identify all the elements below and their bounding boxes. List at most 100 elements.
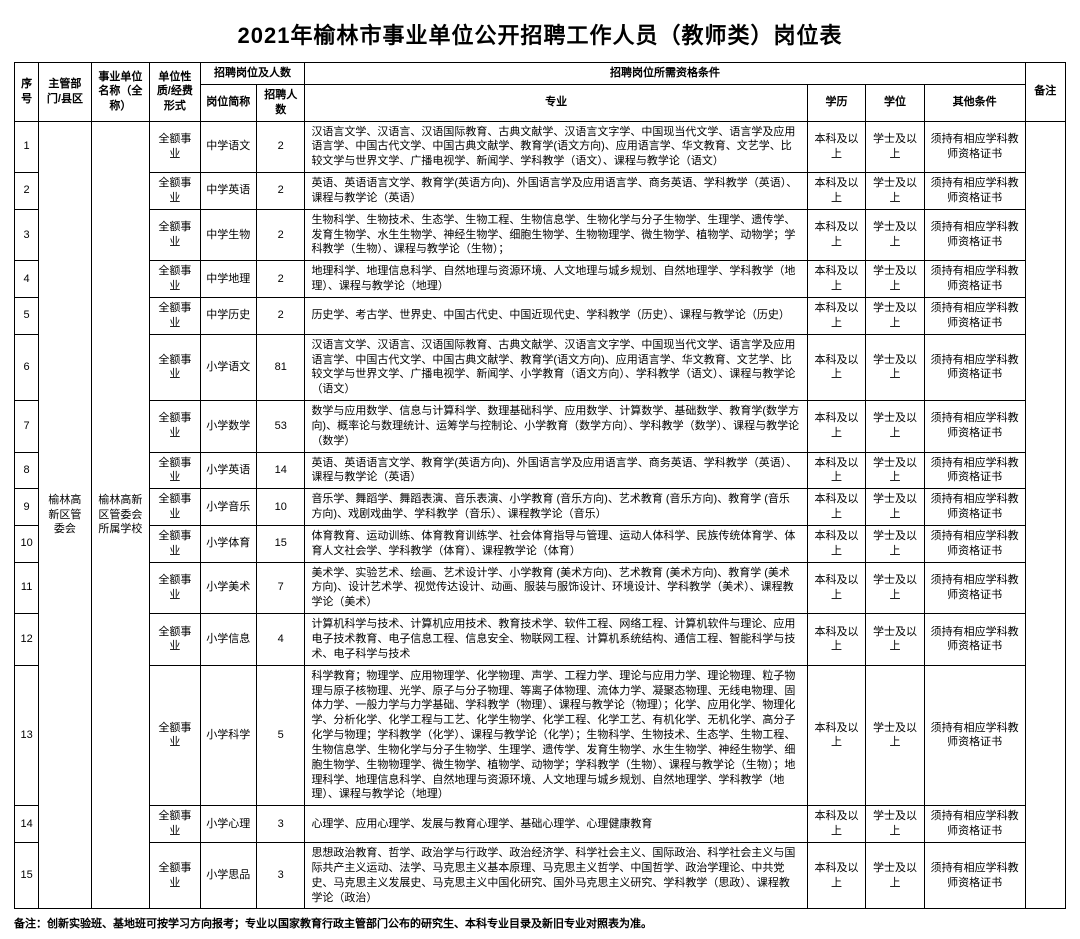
cell-seq: 4 xyxy=(15,261,39,298)
cell-nature: 全额事业 xyxy=(150,842,200,908)
cell-nature: 全额事业 xyxy=(150,334,200,400)
cell-count: 14 xyxy=(257,452,305,489)
cell-pos: 小学语文 xyxy=(200,334,256,400)
cell-seq: 7 xyxy=(15,401,39,453)
cell-nature: 全额事业 xyxy=(150,614,200,666)
th-other: 其他条件 xyxy=(924,84,1025,121)
cell-seq: 3 xyxy=(15,209,39,261)
cell-degree: 学士及以上 xyxy=(866,525,925,562)
cell-degree: 学士及以上 xyxy=(866,614,925,666)
table-row: 15全额事业小学思品3思想政治教育、哲学、政治学与行政学、政治经济学、科学社会主… xyxy=(15,842,1066,908)
cell-major: 计算机科学与技术、计算机应用技术、教育技术学、软件工程、网络工程、计算机软件与理… xyxy=(305,614,807,666)
cell-degree: 学士及以上 xyxy=(866,121,925,173)
cell-count: 10 xyxy=(257,489,305,526)
cell-other: 须持有相应学科教师资格证书 xyxy=(924,806,1025,843)
cell-count: 2 xyxy=(257,173,305,210)
table-row: 10全额事业小学体育15体育教育、运动训练、体育教育训练学、社会体育指导与管理、… xyxy=(15,525,1066,562)
cell-pos: 小学科学 xyxy=(200,665,256,806)
cell-seq: 9 xyxy=(15,489,39,526)
cell-nature: 全额事业 xyxy=(150,297,200,334)
cell-count: 81 xyxy=(257,334,305,400)
cell-pos: 小学信息 xyxy=(200,614,256,666)
cell-degree: 学士及以上 xyxy=(866,806,925,843)
cell-degree: 学士及以上 xyxy=(866,452,925,489)
th-note: 备注 xyxy=(1025,63,1065,122)
cell-count: 2 xyxy=(257,297,305,334)
cell-seq: 14 xyxy=(15,806,39,843)
footnote: 备注：创新实验班、基地班可按学习方向报考；专业以国家教育行政主管部门公布的研究生… xyxy=(14,909,1066,931)
cell-major: 音乐学、舞蹈学、舞蹈表演、音乐表演、小学教育 (音乐方向)、艺术教育 (音乐方向… xyxy=(305,489,807,526)
cell-degree: 学士及以上 xyxy=(866,489,925,526)
th-position-group: 招聘岗位及人数 xyxy=(200,63,305,85)
cell-seq: 2 xyxy=(15,173,39,210)
cell-major: 汉语言文学、汉语言、汉语国际教育、古典文献学、汉语言文字学、中国现当代文学、语言… xyxy=(305,334,807,400)
cell-nature: 全额事业 xyxy=(150,562,200,614)
cell-nature: 全额事业 xyxy=(150,261,200,298)
table-row: 3全额事业中学生物2生物科学、生物技术、生态学、生物工程、生物信息学、生物化学与… xyxy=(15,209,1066,261)
cell-edu: 本科及以上 xyxy=(807,614,866,666)
th-unit: 事业单位名称（全称） xyxy=(91,63,150,122)
cell-other: 须持有相应学科教师资格证书 xyxy=(924,121,1025,173)
cell-dept: 榆林高新区管委会 xyxy=(39,121,91,909)
cell-count: 2 xyxy=(257,261,305,298)
th-pos-name: 岗位简称 xyxy=(200,84,256,121)
cell-pos: 中学地理 xyxy=(200,261,256,298)
page-root: 2021年榆林市事业单位公开招聘工作人员（教师类）岗位表 序号 主管部门/县区 … xyxy=(0,0,1080,939)
cell-major: 英语、英语语言文学、教育学(英语方向)、外国语言学及应用语言学、商务英语、学科教… xyxy=(305,452,807,489)
table-row: 1榆林高新区管委会榆林高新区管委会所属学校全额事业中学语文2汉语言文学、汉语言、… xyxy=(15,121,1066,173)
table-row: 8全额事业小学英语14英语、英语语言文学、教育学(英语方向)、外国语言学及应用语… xyxy=(15,452,1066,489)
cell-degree: 学士及以上 xyxy=(866,261,925,298)
cell-nature: 全额事业 xyxy=(150,452,200,489)
table-row: 9全额事业小学音乐10音乐学、舞蹈学、舞蹈表演、音乐表演、小学教育 (音乐方向)… xyxy=(15,489,1066,526)
cell-other: 须持有相应学科教师资格证书 xyxy=(924,452,1025,489)
cell-count: 2 xyxy=(257,209,305,261)
cell-degree: 学士及以上 xyxy=(866,842,925,908)
cell-nature: 全额事业 xyxy=(150,121,200,173)
cell-nature: 全额事业 xyxy=(150,173,200,210)
cell-other: 须持有相应学科教师资格证书 xyxy=(924,173,1025,210)
th-major: 专业 xyxy=(305,84,807,121)
cell-seq: 13 xyxy=(15,665,39,806)
cell-other: 须持有相应学科教师资格证书 xyxy=(924,525,1025,562)
cell-other: 须持有相应学科教师资格证书 xyxy=(924,401,1025,453)
cell-degree: 学士及以上 xyxy=(866,334,925,400)
cell-note xyxy=(1025,121,1065,909)
cell-degree: 学士及以上 xyxy=(866,562,925,614)
cell-pos: 中学历史 xyxy=(200,297,256,334)
cell-seq: 12 xyxy=(15,614,39,666)
cell-seq: 5 xyxy=(15,297,39,334)
table-row: 2全额事业中学英语2英语、英语语言文学、教育学(英语方向)、外国语言学及应用语言… xyxy=(15,173,1066,210)
cell-major: 数学与应用数学、信息与计算科学、数理基础科学、应用数学、计算数学、基础数学、教育… xyxy=(305,401,807,453)
cell-edu: 本科及以上 xyxy=(807,334,866,400)
table-row: 13全额事业小学科学5科学教育；物理学、应用物理学、化学物理、声学、工程力学、理… xyxy=(15,665,1066,806)
cell-degree: 学士及以上 xyxy=(866,209,925,261)
cell-degree: 学士及以上 xyxy=(866,401,925,453)
jobs-table: 序号 主管部门/县区 事业单位名称（全称） 单位性质/经费形式 招聘岗位及人数 … xyxy=(14,62,1066,909)
cell-pos: 小学美术 xyxy=(200,562,256,614)
table-row: 11全额事业小学美术7美术学、实验艺术、绘画、艺术设计学、小学教育 (美术方向)… xyxy=(15,562,1066,614)
cell-other: 须持有相应学科教师资格证书 xyxy=(924,209,1025,261)
cell-pos: 中学英语 xyxy=(200,173,256,210)
cell-seq: 11 xyxy=(15,562,39,614)
cell-edu: 本科及以上 xyxy=(807,452,866,489)
table-row: 5全额事业中学历史2历史学、考古学、世界史、中国古代史、中国近现代史、学科教学（… xyxy=(15,297,1066,334)
cell-count: 5 xyxy=(257,665,305,806)
cell-major: 思想政治教育、哲学、政治学与行政学、政治经济学、科学社会主义、国际政治、科学社会… xyxy=(305,842,807,908)
cell-edu: 本科及以上 xyxy=(807,173,866,210)
table-row: 7全额事业小学数学53数学与应用数学、信息与计算科学、数理基础科学、应用数学、计… xyxy=(15,401,1066,453)
cell-nature: 全额事业 xyxy=(150,401,200,453)
cell-count: 15 xyxy=(257,525,305,562)
cell-edu: 本科及以上 xyxy=(807,209,866,261)
cell-edu: 本科及以上 xyxy=(807,297,866,334)
cell-major: 体育教育、运动训练、体育教育训练学、社会体育指导与管理、运动人体科学、民族传统体… xyxy=(305,525,807,562)
cell-pos: 小学心理 xyxy=(200,806,256,843)
cell-major: 汉语言文学、汉语言、汉语国际教育、古典文献学、汉语言文字学、中国现当代文学、语言… xyxy=(305,121,807,173)
cell-edu: 本科及以上 xyxy=(807,665,866,806)
table-head: 序号 主管部门/县区 事业单位名称（全称） 单位性质/经费形式 招聘岗位及人数 … xyxy=(15,63,1066,122)
cell-count: 7 xyxy=(257,562,305,614)
th-dept: 主管部门/县区 xyxy=(39,63,91,122)
cell-seq: 8 xyxy=(15,452,39,489)
th-edu: 学历 xyxy=(807,84,866,121)
cell-seq: 1 xyxy=(15,121,39,173)
cell-count: 3 xyxy=(257,842,305,908)
